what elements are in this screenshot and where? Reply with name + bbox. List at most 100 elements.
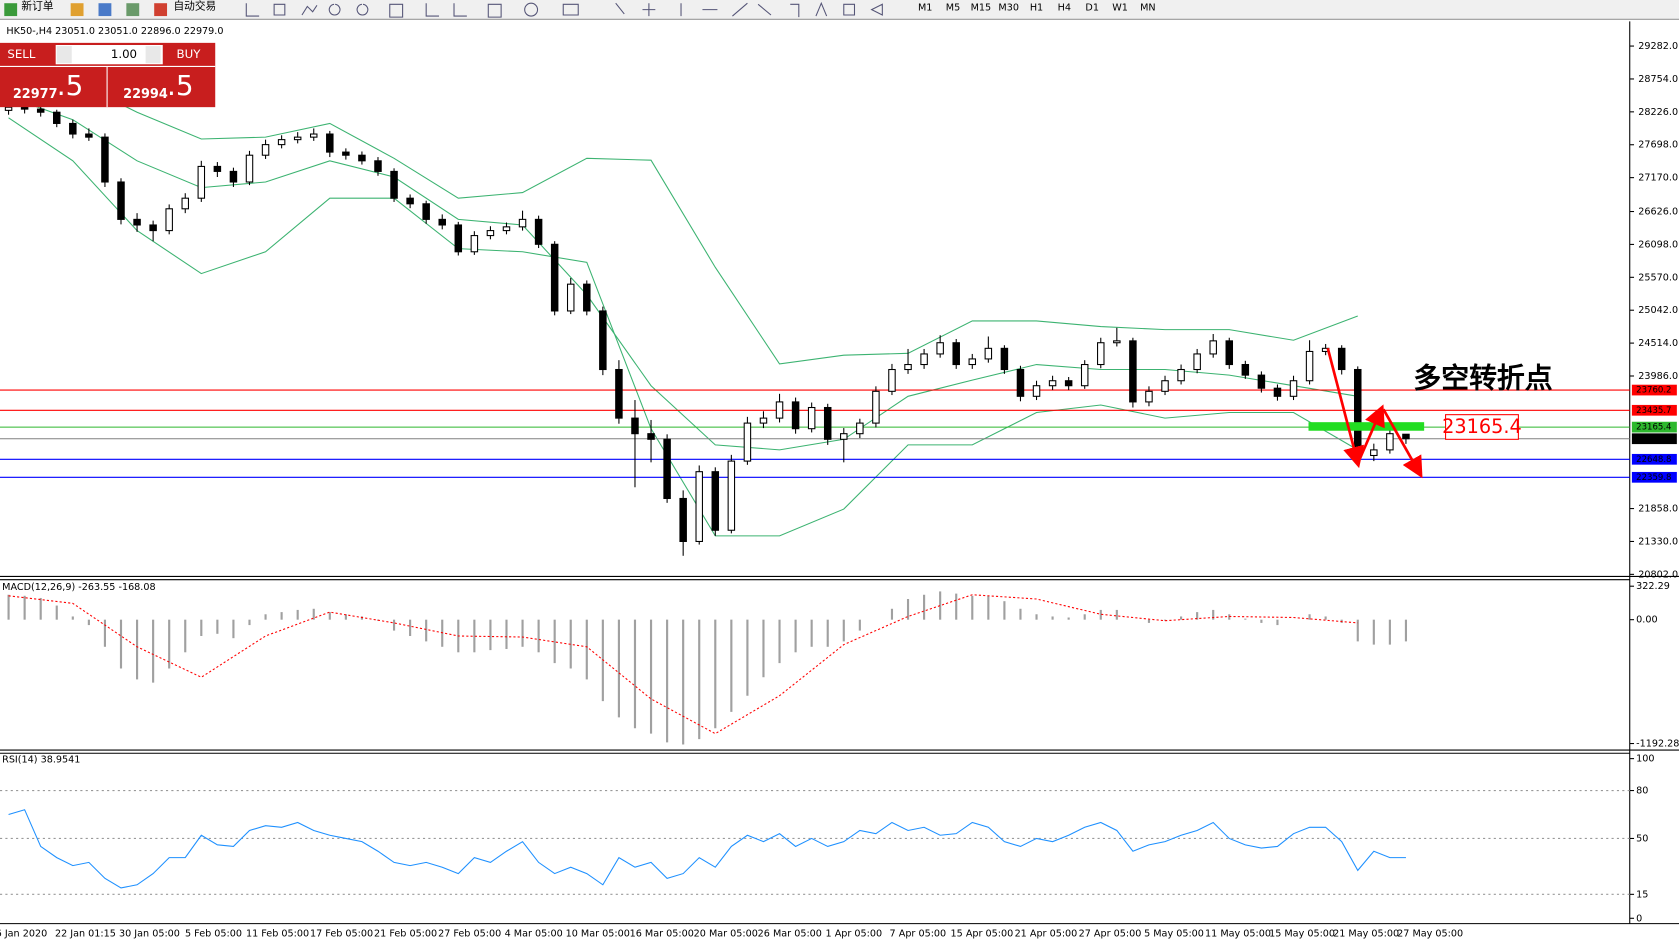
sell-button[interactable]: SELL	[7, 47, 35, 61]
macd-tick-label: 322.29	[1636, 581, 1670, 592]
price-tick-label: 29282.0	[1638, 41, 1678, 52]
timeframe[interactable]: M30	[998, 2, 1019, 13]
level-label: 23165.4	[1636, 423, 1671, 433]
time-label: 10 Mar 05:00	[566, 928, 630, 939]
candle-body	[422, 203, 430, 220]
candle-body	[470, 235, 479, 253]
candle-body	[615, 368, 623, 419]
timeframe[interactable]: H1	[1030, 2, 1043, 13]
rsi-tick-label: 100	[1636, 754, 1654, 765]
tool-icon[interactable]	[70, 3, 84, 17]
level-label: 22359.8	[1636, 473, 1671, 483]
time-label: 22 Jan 01:15	[55, 928, 116, 939]
macd-label: MACD(12,26,9) -263.55 -168.08	[2, 582, 155, 593]
buy-price-big[interactable]: .5	[167, 69, 194, 102]
macd-tick-label: 0.00	[1636, 615, 1657, 626]
new-order[interactable]: 新订单	[21, 0, 53, 12]
lot-down[interactable]	[56, 46, 72, 64]
candle-body	[358, 154, 366, 162]
time-label: 21 Apr 05:00	[1015, 928, 1078, 939]
candle-body	[775, 401, 784, 419]
price-tick-label: 25570.0	[1638, 272, 1678, 283]
tool-icon[interactable]	[98, 3, 112, 17]
auto-trading[interactable]: 自动交易	[173, 0, 216, 12]
time-label: 27 Feb 05:00	[438, 928, 501, 939]
buy-button[interactable]: BUY	[177, 47, 202, 61]
candle-body	[1129, 340, 1137, 403]
macd-signal	[8, 594, 1358, 735]
level-label-box	[1631, 471, 1677, 483]
chart-window	[0, 21, 1679, 924]
tool-icon[interactable]	[126, 3, 140, 17]
level-label: 22648.8	[1636, 455, 1671, 465]
candle-body	[711, 471, 720, 531]
candle-body	[727, 460, 736, 531]
trend-arrows	[1326, 347, 1423, 479]
arrow	[1326, 347, 1365, 469]
auto-trading-icon[interactable]	[154, 3, 168, 17]
candle-body	[117, 181, 125, 220]
candle-body	[872, 390, 880, 424]
level-label-box	[1631, 453, 1677, 465]
timeframe[interactable]: H4	[1058, 2, 1071, 13]
time-label: 11 Feb 05:00	[246, 928, 309, 939]
timeframe[interactable]: M5	[946, 2, 960, 13]
timeframe[interactable]: M1	[918, 2, 932, 13]
candle-body	[984, 347, 993, 360]
lot-up[interactable]	[145, 46, 161, 64]
candle-body	[807, 406, 816, 430]
sell-price-big[interactable]: .5	[57, 69, 84, 102]
candle-body	[856, 422, 864, 435]
timeframe[interactable]: MN	[1140, 2, 1156, 13]
time-label: 4 Mar 05:00	[505, 928, 563, 939]
rsi-tick-label: 15	[1636, 889, 1648, 900]
candle-body	[438, 218, 446, 226]
candle-body	[390, 170, 398, 199]
candle-body	[1113, 340, 1121, 344]
candle-body	[181, 197, 189, 210]
price-tick-label: 21858.0	[1638, 504, 1678, 515]
price-tick-label: 27698.0	[1638, 140, 1678, 151]
rsi-tick-label: 50	[1636, 833, 1648, 844]
timeframe[interactable]: W1	[1112, 2, 1128, 13]
candle-body	[326, 133, 334, 153]
candle-body	[1337, 347, 1346, 371]
candle-body	[502, 226, 511, 232]
new-order-icon[interactable]	[4, 3, 18, 17]
lot[interactable]: 1.00	[111, 47, 137, 61]
price-tick-label: 26098.0	[1638, 239, 1678, 250]
price-label: 23165.4	[1442, 415, 1522, 438]
candle-body	[1000, 347, 1009, 371]
candle-body	[968, 358, 977, 366]
time-label: 16 Mar 05:00	[630, 928, 694, 939]
candle-body	[213, 165, 222, 172]
time-label: 15 May 05:00	[1269, 928, 1335, 939]
candle-body	[486, 230, 495, 237]
candle-body	[1032, 385, 1041, 397]
candle-body	[133, 218, 141, 226]
timeframe[interactable]: M15	[971, 2, 992, 13]
candle-body	[454, 224, 463, 253]
candle-body	[1305, 350, 1314, 382]
candle-body	[566, 283, 575, 312]
sell-price[interactable]: 22977	[13, 87, 58, 102]
rsi-line	[8, 809, 1406, 889]
lot-input[interactable]	[55, 45, 163, 65]
candle-body	[101, 136, 109, 183]
candle-body	[759, 417, 768, 424]
candle-body	[277, 139, 286, 146]
candle-body	[1241, 363, 1250, 376]
buy-price[interactable]: 22994	[123, 87, 168, 102]
candle-body	[743, 422, 752, 462]
macd-tick-label: -1192.28	[1636, 739, 1679, 750]
candle-body	[679, 497, 687, 542]
toolbar-icons	[245, 1, 883, 18]
candle-body	[229, 170, 238, 183]
level-label-box	[1631, 384, 1677, 396]
time-label: 11 May 05:00	[1205, 928, 1271, 939]
candle-body	[888, 368, 896, 392]
level-label: 22979.0	[1636, 434, 1671, 444]
candle-body	[791, 401, 800, 430]
timeframe[interactable]: D1	[1085, 2, 1099, 13]
